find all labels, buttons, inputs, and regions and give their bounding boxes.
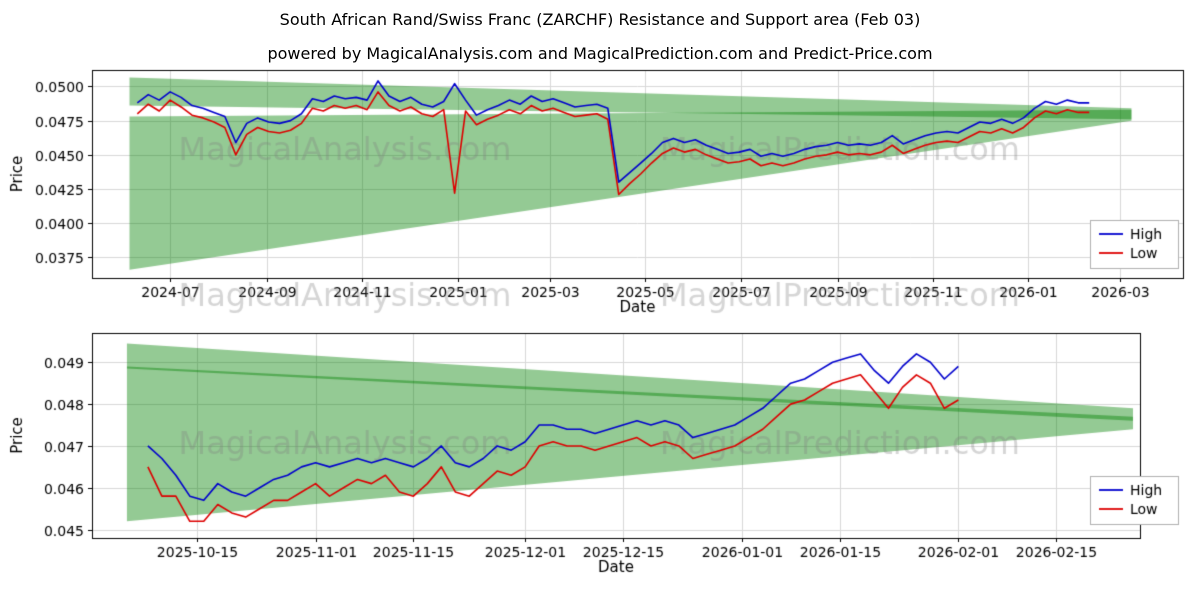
chart-subtitle: powered by MagicalAnalysis.com and Magic… — [267, 44, 933, 63]
chart-title: South African Rand/Swiss Franc (ZARCHF) … — [279, 10, 921, 29]
